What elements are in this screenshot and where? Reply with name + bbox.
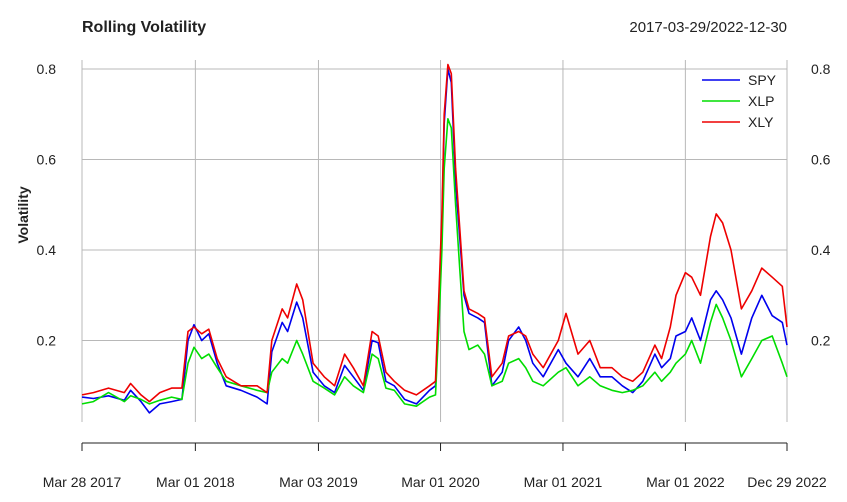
y-tick-right-3: 0.8 bbox=[811, 61, 831, 77]
y-axis-left: 0.2 0.4 0.6 0.8 bbox=[37, 61, 57, 349]
y-tick-left-0: 0.2 bbox=[37, 333, 57, 349]
x-tick-label-1: Mar 01 2018 bbox=[156, 474, 235, 490]
x-tick-label-6: Dec 29 2022 bbox=[747, 474, 827, 490]
x-tick-label-3: Mar 01 2020 bbox=[401, 474, 480, 490]
x-tick-label-4: Mar 01 2021 bbox=[524, 474, 603, 490]
x-tick-label-0: Mar 28 2017 bbox=[43, 474, 122, 490]
y-tick-left-3: 0.8 bbox=[37, 61, 57, 77]
y-tick-left-1: 0.4 bbox=[37, 242, 57, 258]
series-line-spy bbox=[81, 68, 788, 414]
series-lines bbox=[81, 63, 788, 414]
chart-title: Rolling Volatility bbox=[82, 19, 206, 36]
series-line-xly bbox=[81, 63, 788, 403]
y-tick-right-2: 0.6 bbox=[811, 152, 831, 168]
x-axis: Mar 28 2017 Mar 01 2018 Mar 03 2019 Mar 01 … bbox=[43, 442, 827, 490]
legend-label-xly: XLY bbox=[748, 114, 774, 130]
y-axis-label: Volatility bbox=[15, 186, 31, 244]
date-range: 2017-03-29/2022-12-30 bbox=[629, 19, 787, 36]
y-tick-right-0: 0.2 bbox=[811, 333, 831, 349]
legend: SPY XLP XLY bbox=[702, 72, 777, 130]
y-tick-left-2: 0.6 bbox=[37, 152, 57, 168]
y-tick-right-1: 0.4 bbox=[811, 242, 831, 258]
x-tick-label-5: Mar 01 2022 bbox=[646, 474, 725, 490]
grid bbox=[81, 60, 788, 422]
legend-label-spy: SPY bbox=[748, 72, 777, 88]
series-line-xlp bbox=[81, 118, 788, 407]
legend-label-xlp: XLP bbox=[748, 93, 774, 109]
x-tick-label-2: Mar 03 2019 bbox=[279, 474, 358, 490]
y-axis-right: 0.2 0.4 0.6 0.8 bbox=[811, 61, 831, 349]
